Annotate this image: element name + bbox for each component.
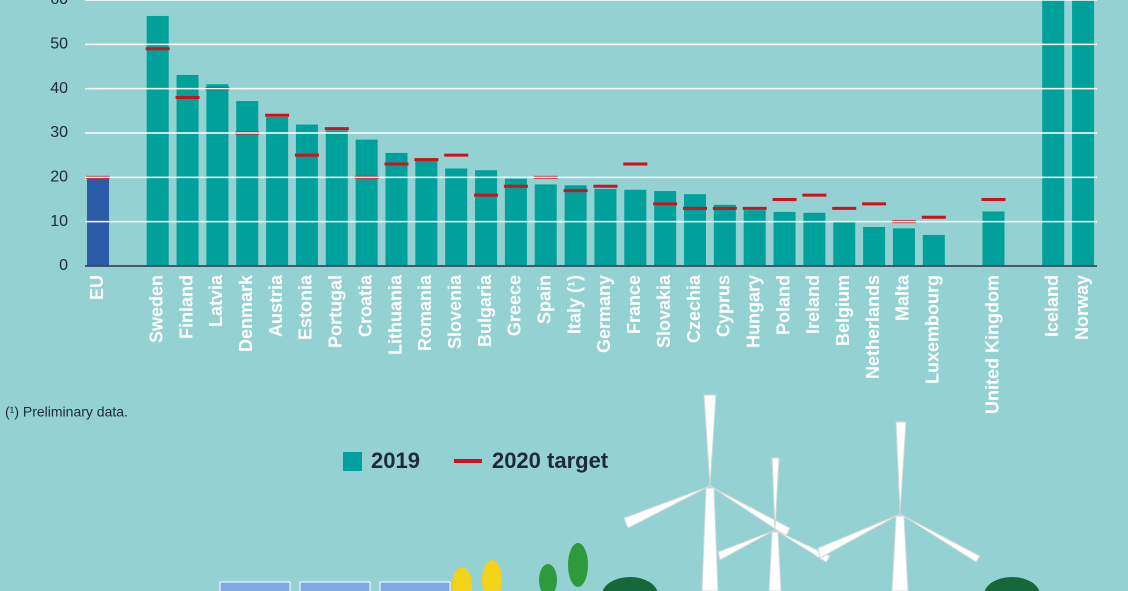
legend-label: 2019 — [371, 448, 420, 473]
bar — [713, 204, 736, 266]
y-tick-label: 50 — [50, 36, 68, 53]
y-tick-label: 0 — [59, 257, 68, 274]
x-tick-label: Cyprus — [714, 275, 734, 337]
bar — [266, 117, 289, 266]
x-tick-label: Bulgaria — [475, 274, 495, 347]
x-tick-label: United Kingdom — [982, 275, 1002, 414]
bar — [773, 211, 796, 266]
turbine-blades — [623, 394, 791, 537]
bar — [922, 234, 945, 266]
bar — [743, 210, 766, 266]
plant — [568, 543, 588, 587]
bar — [385, 152, 408, 266]
legend-swatch — [343, 452, 362, 471]
x-tick-label: Greece — [505, 275, 525, 336]
solar-panel — [299, 581, 371, 591]
x-tick-label: Portugal — [326, 275, 346, 348]
bar — [654, 191, 677, 266]
bar — [146, 15, 169, 266]
bar — [594, 188, 617, 266]
bar — [833, 222, 856, 266]
x-tick-label: Netherlands — [863, 275, 883, 379]
x-tick-label: EU — [87, 275, 107, 300]
x-tick-label: Germany — [594, 275, 614, 353]
y-tick-label: 20 — [50, 169, 68, 186]
turbine-tower — [701, 487, 719, 591]
plant — [452, 567, 472, 591]
bar — [982, 211, 1005, 266]
x-tick-label: Hungary — [743, 275, 763, 348]
bar — [236, 101, 259, 266]
bar — [534, 184, 557, 266]
bar — [355, 139, 378, 266]
x-tick-label: Czechia — [684, 274, 704, 343]
bar — [803, 212, 826, 266]
turbine-tower — [891, 515, 909, 591]
turbine-tower — [768, 531, 782, 591]
x-tick-label: Sweden — [146, 275, 166, 343]
x-tick-label: Luxembourg — [923, 275, 943, 384]
bar — [206, 84, 229, 266]
x-tick-label: Lithuania — [385, 274, 405, 355]
bush — [602, 577, 658, 591]
bush — [984, 577, 1040, 591]
bar — [475, 170, 498, 266]
y-tick-label: 40 — [50, 80, 68, 97]
bar — [415, 158, 438, 266]
plot-area — [86, 0, 1095, 266]
bar — [445, 168, 468, 266]
x-tick-label: France — [624, 275, 644, 334]
solar-panel — [379, 581, 451, 591]
bar — [624, 189, 647, 266]
x-tick-label: Croatia — [355, 274, 375, 337]
x-tick-label: Norway — [1072, 275, 1092, 340]
y-tick-label: 60 — [50, 0, 68, 8]
bar — [325, 130, 348, 266]
decoration — [219, 394, 1040, 591]
bar — [684, 194, 706, 266]
solar-panel — [219, 581, 291, 591]
x-tick-label: Poland — [773, 275, 793, 335]
footnote: (¹) Preliminary data. — [5, 404, 128, 420]
x-tick-label: Ireland — [803, 275, 823, 334]
x-tick-label: Austria — [266, 274, 286, 337]
x-tick-label: Finland — [176, 275, 196, 339]
x-tick-label: Italy (¹) — [564, 275, 584, 334]
plant — [539, 564, 557, 591]
bar — [892, 228, 915, 266]
legend-label: 2020 target — [492, 448, 609, 473]
y-tick-label: 10 — [50, 213, 68, 230]
turbine-blades — [817, 421, 981, 563]
bar — [176, 74, 199, 266]
x-tick-label: Latvia — [206, 274, 226, 327]
bar — [564, 185, 587, 266]
x-tick-label: Slovenia — [445, 274, 465, 349]
x-tick-label: Belgium — [833, 275, 853, 346]
x-tick-label: Malta — [893, 274, 913, 321]
plant — [482, 560, 502, 591]
x-tick-label: Romania — [415, 274, 435, 351]
x-tick-label: Spain — [535, 275, 555, 324]
bar — [863, 226, 886, 266]
x-tick-label: Slovakia — [654, 274, 674, 348]
bar — [295, 124, 318, 266]
y-tick-label: 30 — [50, 124, 68, 141]
x-tick-label: Iceland — [1042, 275, 1062, 337]
legend: 2019 2020 target — [343, 448, 609, 473]
x-tick-label: Denmark — [236, 274, 256, 352]
x-tick-label: Estonia — [296, 274, 316, 340]
